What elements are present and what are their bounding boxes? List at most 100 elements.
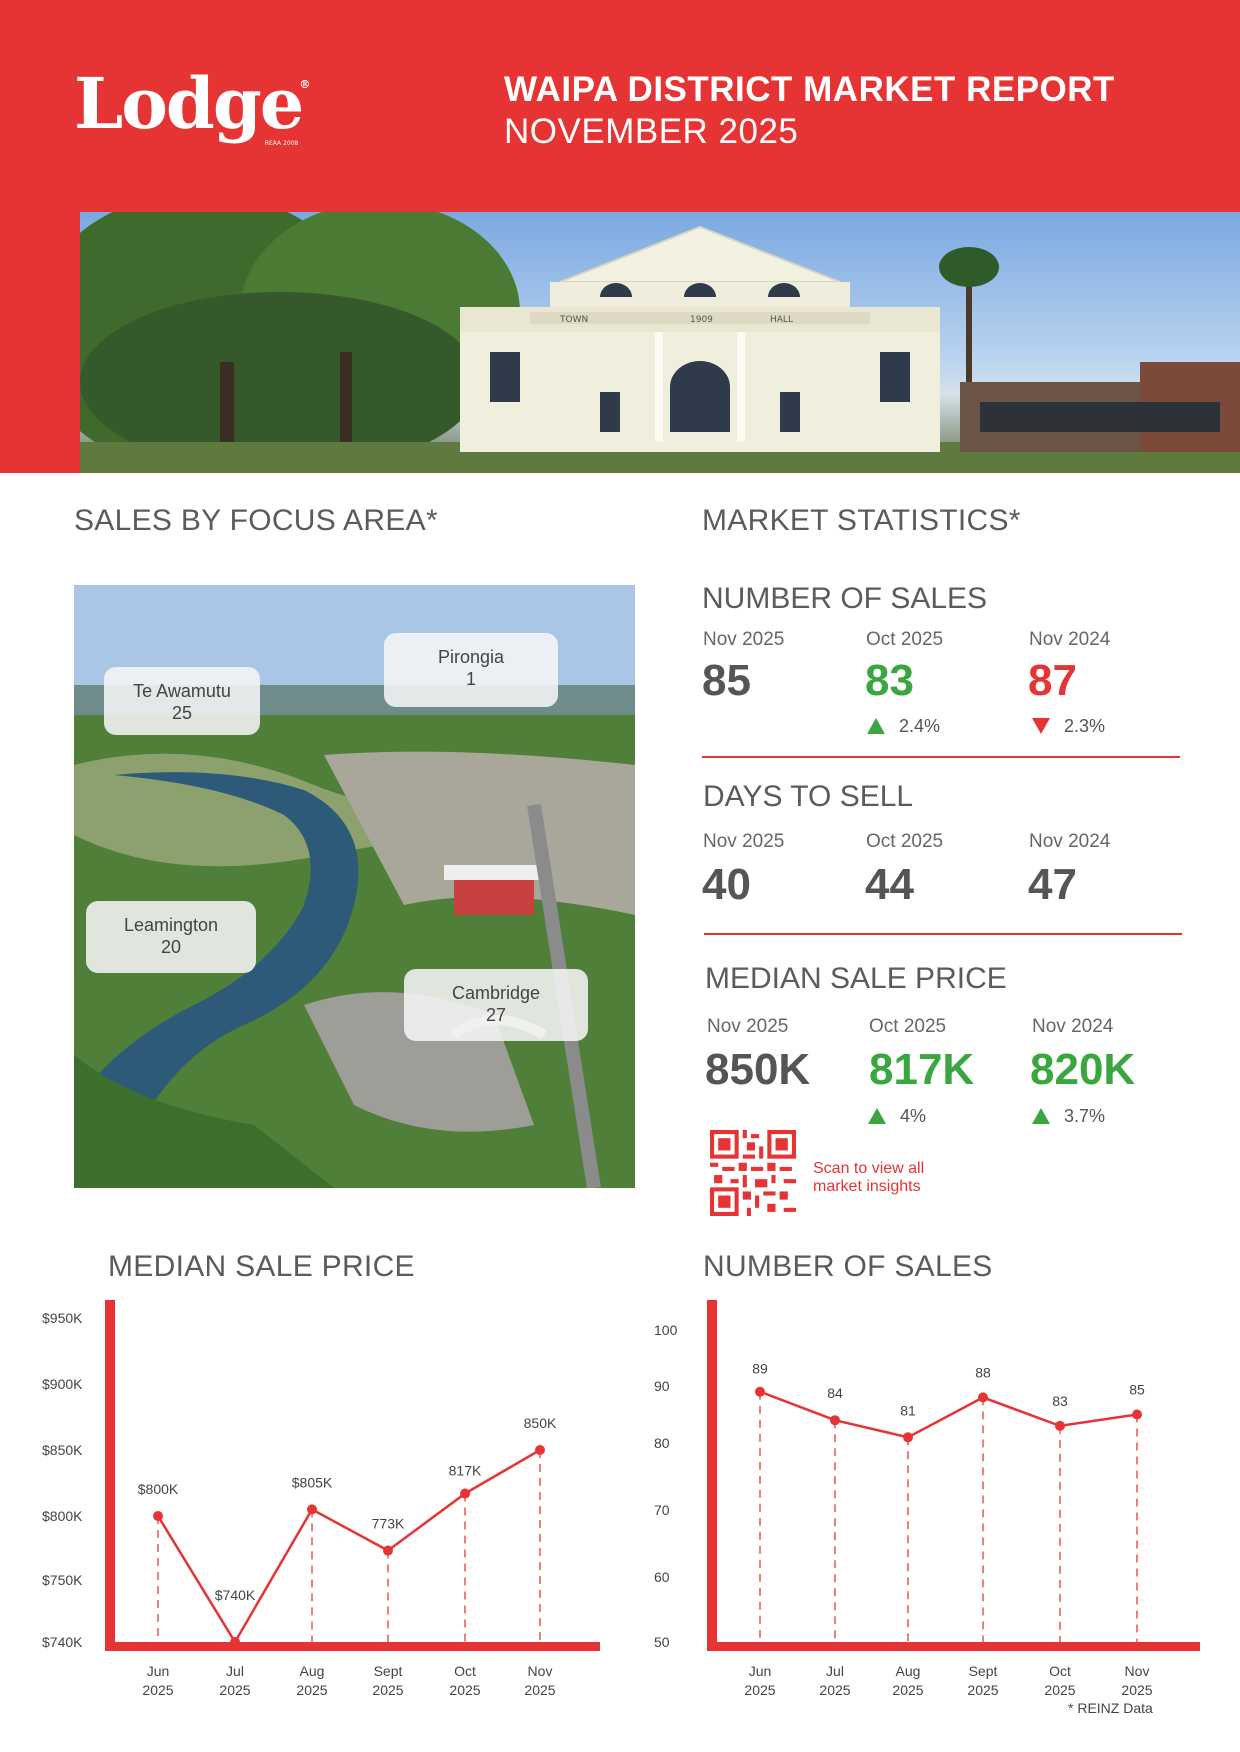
sales-chart-title: NUMBER OF SALES	[703, 1250, 993, 1283]
hero-town-hall-photo: TOWN 1909 HALL	[80, 212, 1240, 473]
x-tick-label-year: 2025	[296, 1682, 327, 1698]
x-tick-label-month: Nov	[528, 1663, 553, 1679]
median-price-chart-title: MEDIAN SALE PRICE	[108, 1250, 415, 1283]
data-label: 773K	[372, 1516, 405, 1532]
x-tick-label-month: Jun	[749, 1663, 772, 1679]
x-tick-label-year: 2025	[524, 1682, 555, 1698]
qr-code-icon[interactable]	[710, 1130, 796, 1216]
days-col-nov-2025: Nov 2025	[703, 831, 785, 852]
y-axis-line	[105, 1300, 115, 1650]
x-tick-label-month: Sept	[969, 1663, 998, 1679]
x-tick-label-year: 2025	[372, 1682, 403, 1698]
sales-col-nov-2024: Nov 2024	[1029, 629, 1111, 650]
median-price-line-chart: $740K $750K $800K $850K $900K $950K $800K $740K…	[42, 1300, 600, 1698]
arrow-up-icon	[867, 718, 885, 734]
y-tick-label: $950K	[42, 1310, 83, 1326]
y-tick-label: 100	[654, 1322, 678, 1338]
data-label: 817K	[449, 1463, 482, 1479]
days-value-nov-2024: 47	[1028, 860, 1077, 909]
sales-line-chart: 50 60 70 80 90 100 89 84 81 88 83 85 Jun 2025 Jul 2025 A…	[654, 1300, 1200, 1698]
arrow-up-icon	[1032, 1108, 1050, 1124]
data-label: 88	[975, 1364, 991, 1380]
market-statistics-title: MARKET STATISTICS*	[702, 504, 1021, 537]
data-label: 83	[1052, 1393, 1068, 1409]
area-label-leamington: Leamington 20	[86, 901, 256, 973]
data-label: $800K	[138, 1481, 179, 1497]
x-tick-label-year: 2025	[449, 1682, 480, 1698]
y-tick-label: 90	[654, 1378, 670, 1394]
data-label: $805K	[292, 1474, 333, 1490]
stats-divider	[702, 756, 1180, 758]
data-label: 850K	[524, 1415, 557, 1431]
focus-area-title: SALES BY FOCUS AREA*	[74, 504, 438, 537]
price-value-nov-2024: 820K	[1030, 1045, 1136, 1094]
sales-value-nov-2024: 87	[1028, 656, 1077, 705]
x-tick-label-month: Jul	[226, 1663, 244, 1679]
data-point	[755, 1386, 765, 1397]
days-value-nov-2025: 40	[702, 860, 751, 909]
days-col-nov-2024: Nov 2024	[1029, 831, 1111, 852]
hall-sign-hall: HALL	[770, 315, 793, 325]
x-tick-label-month: Sept	[374, 1663, 403, 1679]
data-point	[535, 1445, 545, 1455]
data-label: 84	[827, 1385, 843, 1401]
lodge-logo: Lodge ® REAA 2008	[74, 62, 311, 147]
y-tick-label: 80	[654, 1435, 670, 1451]
sales-delta-nov-2024: 2.3%	[1032, 716, 1105, 737]
price-value-nov-2025: 850K	[705, 1045, 811, 1094]
days-to-sell-heading: DAYS TO SELL	[703, 780, 914, 813]
area-label-cambridge: Cambridge 27	[404, 969, 588, 1041]
focus-area-aerial-map: Te Awamutu 25 Pirongia 1 Leamington 20 C…	[74, 585, 635, 1188]
report-title: WAIPA DISTRICT MARKET REPORT	[504, 70, 1115, 109]
area-label-pirongia: Pirongia 1	[384, 633, 558, 707]
price-col-oct-2025: Oct 2025	[869, 1016, 947, 1037]
days-value-oct-2025: 44	[865, 860, 914, 909]
price-delta-nov-2024: 3.7%	[1032, 1106, 1105, 1127]
arrow-up-icon	[868, 1108, 886, 1124]
x-tick-label-month: Jul	[826, 1663, 844, 1679]
y-tick-label: $900K	[42, 1376, 83, 1392]
x-tick-label-year: 2025	[1121, 1682, 1152, 1698]
x-tick-label-month: Aug	[896, 1663, 921, 1679]
stats-divider	[704, 933, 1182, 935]
arrow-down-icon	[1032, 718, 1050, 734]
sales-value-oct-2025: 83	[865, 656, 914, 705]
x-tick-label-month: Jun	[147, 1663, 170, 1679]
sales-delta-oct-2025: 2.4%	[867, 716, 940, 737]
qr-caption[interactable]: Scan to view all market insights	[813, 1160, 925, 1195]
y-tick-label: $800K	[42, 1508, 83, 1524]
x-tick-label-year: 2025	[142, 1682, 173, 1698]
days-col-oct-2025: Oct 2025	[866, 831, 944, 852]
sales-col-oct-2025: Oct 2025	[866, 629, 944, 650]
x-axis-line	[707, 1642, 1200, 1651]
x-axis-line	[105, 1642, 600, 1651]
x-tick-label-month: Aug	[300, 1663, 325, 1679]
hall-sign-town: TOWN	[559, 315, 588, 325]
series-line	[759, 1390, 1138, 1439]
data-point	[230, 1637, 240, 1647]
y-tick-label: 70	[654, 1502, 670, 1518]
x-tick-label-year: 2025	[892, 1682, 923, 1698]
y-tick-label: $750K	[42, 1572, 83, 1588]
data-point	[307, 1504, 317, 1515]
data-label: $740K	[215, 1587, 256, 1603]
price-value-oct-2025: 817K	[869, 1045, 975, 1094]
y-tick-label: $850K	[42, 1442, 83, 1458]
sales-value-nov-2025: 85	[702, 656, 751, 705]
data-point	[1055, 1420, 1065, 1431]
y-tick-label: 50	[654, 1634, 670, 1650]
x-tick-label-year: 2025	[819, 1682, 850, 1698]
data-label: 81	[900, 1402, 916, 1418]
data-label: 85	[1129, 1382, 1145, 1398]
footnote: * REINZ Data	[1068, 1700, 1153, 1716]
hall-sign-year: 1909	[690, 315, 713, 325]
data-point	[460, 1488, 470, 1499]
price-delta-oct-2025: 4%	[868, 1106, 926, 1127]
data-label: 89	[752, 1361, 768, 1377]
data-point	[903, 1432, 913, 1443]
y-axis-line	[707, 1300, 717, 1650]
price-col-nov-2025: Nov 2025	[707, 1016, 789, 1037]
data-point	[383, 1545, 393, 1556]
number-of-sales-heading: NUMBER OF SALES	[702, 582, 988, 615]
data-point	[1132, 1409, 1142, 1420]
